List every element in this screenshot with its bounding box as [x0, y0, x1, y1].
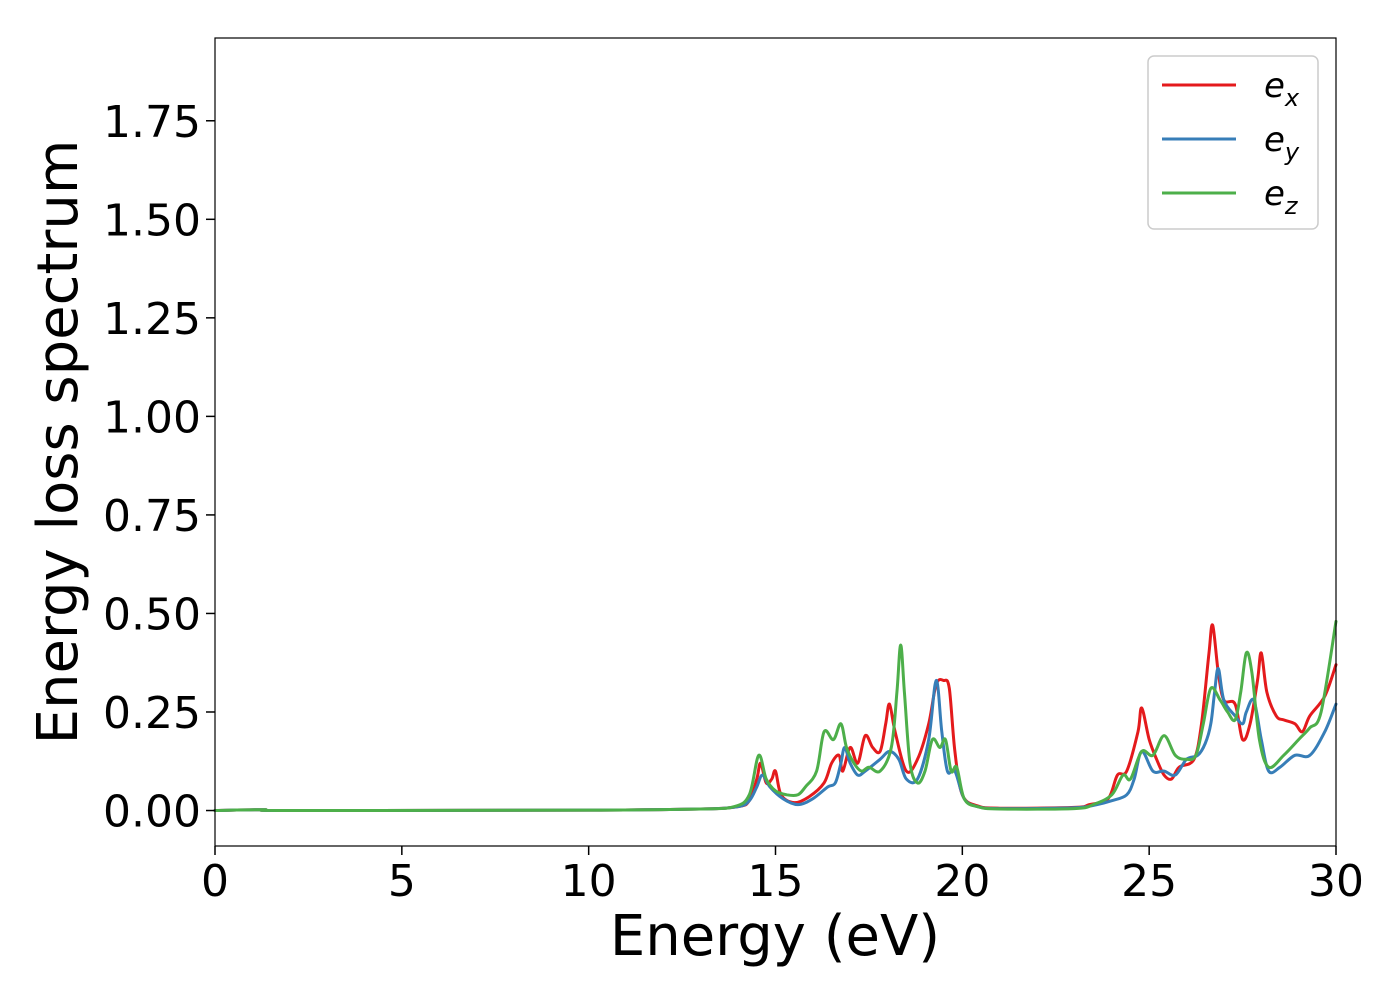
y-tick-label: 0.00 [103, 787, 201, 838]
y-axis-label: Energy loss spectrum [26, 140, 91, 745]
y-tick-label: 0.50 [103, 589, 201, 640]
x-tick-label: 20 [934, 856, 990, 907]
y-tick-label: 1.75 [103, 97, 201, 148]
x-tick-label: 0 [201, 856, 229, 907]
y-axis-ticks: 0.00 0.25 0.50 0.75 1.00 1.25 1.50 1.75 [103, 97, 215, 838]
x-tick-label: 25 [1121, 856, 1177, 907]
series-line-z [213, 619, 1338, 813]
y-tick-label: 1.25 [103, 294, 201, 345]
x-axis-ticks: 0 5 10 15 20 25 30 [201, 846, 1364, 907]
y-tick-label: 1.00 [103, 392, 201, 443]
series-line-x [213, 623, 1338, 813]
legend-label-y: ey [1264, 120, 1300, 166]
legend: ex ey ez [1147, 55, 1319, 230]
series-layer [213, 619, 1338, 813]
legend-label-x: ex [1264, 66, 1300, 112]
legend-box [1147, 55, 1319, 230]
y-tick-label: 0.75 [103, 491, 201, 542]
y-tick-label: 1.50 [103, 195, 201, 246]
x-tick-label: 10 [561, 856, 617, 907]
legend-label-z: ez [1264, 174, 1299, 220]
legend-entries: ex ey ez [1162, 66, 1300, 220]
x-axis-label: Energy (eV) [610, 904, 940, 969]
x-tick-label: 5 [388, 856, 416, 907]
x-tick-label: 30 [1308, 856, 1364, 907]
y-tick-label: 0.25 [103, 688, 201, 739]
x-tick-label: 15 [748, 856, 804, 907]
